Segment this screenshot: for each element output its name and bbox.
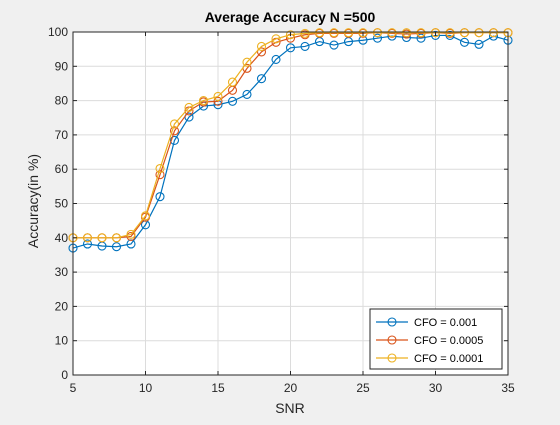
data-point	[111, 233, 122, 243]
data-point	[430, 30, 441, 40]
data-point	[155, 192, 165, 202]
data-point	[416, 33, 426, 43]
axis-ticks	[72, 31, 509, 376]
x-tick-label: 15	[211, 381, 225, 395]
y-tick-label: 90	[55, 59, 69, 73]
data-point	[140, 211, 151, 221]
data-point	[314, 28, 325, 38]
data-point	[169, 126, 180, 136]
legend: CFO = 0.001 CFO = 0.0005 CFO = 0.0001	[369, 308, 503, 370]
legend-box	[369, 308, 503, 370]
data-point	[358, 28, 368, 38]
data-point	[227, 77, 238, 87]
data-point	[271, 34, 281, 44]
data-point	[459, 37, 470, 47]
y-tick-label: 40	[55, 231, 69, 245]
legend-item: CFO = 0.001	[376, 317, 477, 329]
data-point	[488, 28, 499, 38]
data-point	[372, 33, 383, 43]
data-point	[111, 242, 122, 252]
data-point	[387, 28, 397, 38]
data-point	[256, 41, 267, 51]
data-point	[256, 74, 267, 84]
y-tick-label: 30	[55, 265, 69, 279]
data-point	[184, 102, 194, 113]
data-point	[401, 28, 412, 38]
tick-labels: 5 10 15 20 25 30 35 0 10 20 30 40 50 60 70 80 90 100	[48, 25, 515, 395]
legend-label: CFO = 0.001	[414, 317, 477, 329]
data-point	[329, 40, 339, 50]
x-tick-label: 20	[284, 381, 298, 395]
chart-title: Average Accuracy N =500	[205, 9, 376, 25]
data-point	[155, 163, 165, 174]
legend-marker	[387, 353, 397, 363]
data-point	[430, 28, 441, 38]
x-axis-label: SNR	[275, 400, 305, 416]
data-point	[213, 96, 223, 106]
data-point	[213, 91, 223, 102]
data-point	[198, 96, 209, 106]
x-tick-label: 10	[139, 381, 153, 395]
data-point	[343, 28, 354, 38]
data-point	[227, 96, 238, 106]
y-tick-label: 50	[55, 197, 69, 211]
data-point	[416, 28, 426, 38]
legend-label: CFO = 0.0001	[414, 353, 483, 365]
legend-marker	[387, 317, 397, 327]
y-tick-label: 80	[55, 94, 69, 108]
legend-label: CFO = 0.0005	[414, 335, 483, 347]
y-tick-label: 20	[55, 299, 69, 313]
data-point	[169, 135, 180, 145]
data-point	[82, 233, 93, 243]
y-tick-label: 0	[61, 368, 68, 382]
y-axis-label: Accuracy(in %)	[25, 154, 41, 248]
data-point	[459, 28, 470, 38]
data-point	[329, 28, 339, 38]
y-tick-label: 100	[48, 25, 68, 39]
legend-item: CFO = 0.0005	[376, 335, 483, 347]
data-point	[242, 89, 252, 99]
x-tick-label: 35	[501, 381, 515, 395]
data-point	[474, 39, 484, 49]
data-point	[285, 43, 296, 53]
y-tick-label: 10	[55, 334, 69, 348]
data-point	[242, 57, 252, 67]
data-point	[169, 119, 180, 129]
data-point	[256, 47, 267, 57]
data-point	[285, 30, 296, 40]
y-tick-label: 60	[55, 162, 69, 176]
legend-item: CFO = 0.0001	[376, 353, 483, 365]
data-point	[372, 28, 383, 38]
data-point	[300, 28, 310, 38]
x-tick-label: 25	[356, 381, 370, 395]
data-point	[300, 41, 310, 51]
x-tick-label: 30	[429, 381, 443, 395]
data-point	[82, 239, 93, 249]
legend-marker	[387, 335, 397, 345]
data-point	[271, 54, 281, 64]
data-point	[445, 28, 455, 38]
data-point	[155, 170, 165, 180]
y-tick-label: 70	[55, 128, 69, 142]
data-point	[474, 28, 484, 38]
x-tick-label: 5	[70, 381, 77, 395]
data-point	[126, 229, 136, 239]
data-point	[97, 233, 107, 243]
